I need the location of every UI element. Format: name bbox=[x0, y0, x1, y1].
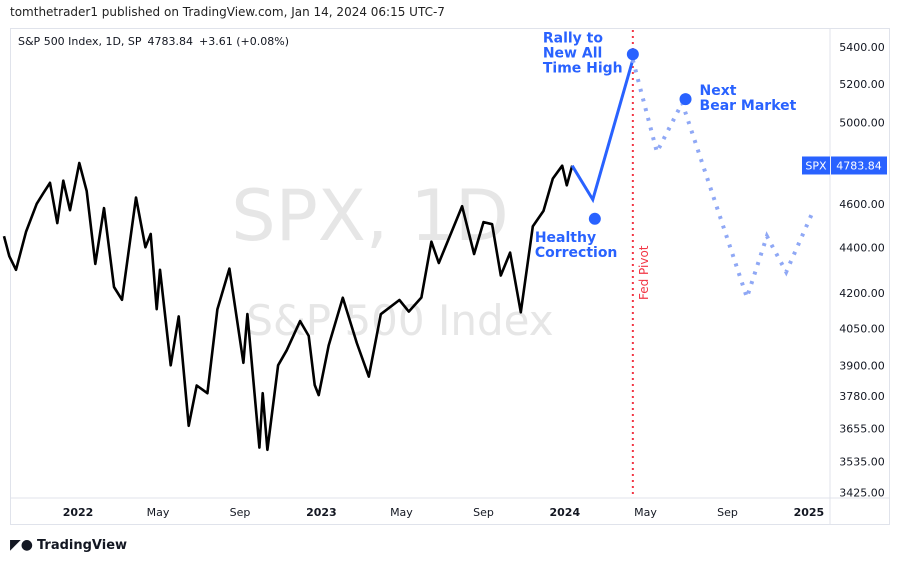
symbol-legend: S&P 500 Index, 1D, SP 4783.84 +3.61 (+0.08… bbox=[18, 35, 289, 48]
projection-line bbox=[570, 59, 635, 204]
annotation-label-0-1: New All bbox=[543, 45, 602, 61]
y-tick-label-4: 4400.00 bbox=[839, 241, 885, 254]
fed-pivot-label: Fed Pivot bbox=[637, 245, 651, 300]
x-tick-label-9: 2025 bbox=[794, 506, 825, 519]
x-tick-label-8: Sep bbox=[717, 506, 738, 519]
price-line bbox=[2, 161, 574, 452]
x-tick-label-0: 2022 bbox=[63, 506, 94, 519]
x-tick-label-7: May bbox=[634, 506, 657, 519]
y-tick-label-3: 4600.00 bbox=[839, 198, 885, 211]
y-tick-label-1: 5200.00 bbox=[839, 78, 885, 91]
annotation-label-2-1: Bear Market bbox=[700, 98, 797, 114]
chart-panel[interactable] bbox=[10, 28, 890, 525]
annotation-dot-0 bbox=[626, 48, 639, 61]
y-tick-label-2: 5000.00 bbox=[839, 116, 885, 129]
last-price-symbol-bg bbox=[802, 156, 830, 175]
tradingview-logo[interactable]: ◤● TradingView bbox=[10, 537, 127, 553]
annotation-label-1-1: Correction bbox=[535, 245, 618, 261]
brand-name: TradingView bbox=[36, 537, 128, 553]
last-price-symbol: SPX bbox=[805, 159, 827, 172]
y-tick-label-9: 3655.00 bbox=[839, 423, 885, 436]
y-tick-label-11: 3425.00 bbox=[839, 486, 885, 499]
annotation-dot-2 bbox=[679, 93, 692, 106]
x-tick-label-6: 2024 bbox=[550, 506, 581, 519]
watermark-description: S&P 500 Index bbox=[246, 296, 553, 345]
watermark-symbol: SPX, 1D bbox=[231, 175, 509, 257]
annotation-label-0-2: Time High bbox=[543, 60, 623, 76]
publisher-line: tomthetrader1 published on TradingView.c… bbox=[10, 5, 445, 19]
x-tick-label-4: May bbox=[390, 506, 413, 519]
annotation-label-2-0: Next bbox=[700, 83, 737, 99]
y-tick-label-8: 3780.00 bbox=[839, 390, 885, 403]
x-tick-label-5: Sep bbox=[473, 506, 494, 519]
y-tick-label-10: 3535.00 bbox=[839, 455, 885, 468]
tradingview-logo-icon: ◤● bbox=[10, 537, 33, 553]
x-tick-label-3: 2023 bbox=[306, 506, 337, 519]
x-tick-label-1: May bbox=[147, 506, 170, 519]
forecast-line bbox=[630, 59, 814, 304]
annotation-label-1-0: Healthy bbox=[535, 230, 596, 246]
y-tick-label-7: 3900.00 bbox=[839, 359, 885, 372]
annotation-dot-1 bbox=[588, 212, 601, 225]
last-price-value: 4783.84 bbox=[836, 159, 882, 172]
last-price-value-bg bbox=[831, 156, 887, 175]
legend-price: 4783.84 bbox=[147, 35, 194, 48]
legend-change: +3.61 (+0.08%) bbox=[199, 35, 289, 48]
y-tick-label-5: 4200.00 bbox=[839, 287, 885, 300]
y-tick-label-0: 5400.00 bbox=[839, 41, 885, 54]
y-tick-label-6: 4050.00 bbox=[839, 322, 885, 335]
annotation-label-0-0: Rally to bbox=[543, 30, 604, 46]
x-tick-label-2: Sep bbox=[230, 506, 251, 519]
symbol-name: S&P 500 Index, 1D, SP bbox=[18, 35, 142, 48]
